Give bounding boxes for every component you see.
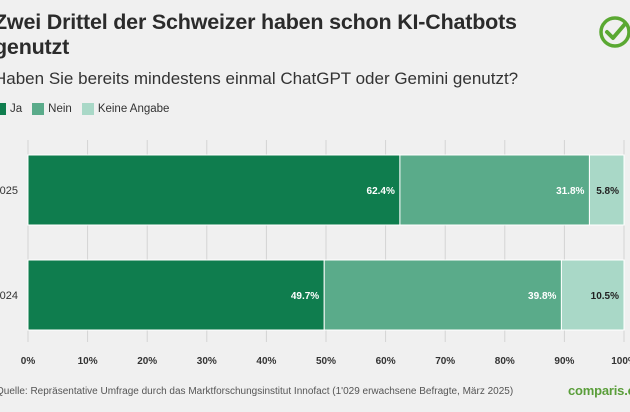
check-logo-icon xyxy=(599,16,630,48)
x-tick-label: 90% xyxy=(554,356,574,367)
data-label: 10.5% xyxy=(591,291,619,302)
x-tick-label: 50% xyxy=(316,356,336,367)
data-label: 31.8% xyxy=(556,186,584,197)
legend: Ja Nein Keine Angabe xyxy=(0,103,169,115)
category-label: 2024 xyxy=(0,290,18,302)
bar-segment xyxy=(588,154,625,226)
bar-segment xyxy=(399,154,590,226)
x-tick-label: 100% xyxy=(611,356,630,367)
x-tick-label: 30% xyxy=(197,356,217,367)
data-label: 62.4% xyxy=(367,186,395,197)
legend-swatch-nein xyxy=(32,103,45,115)
brand-logo: comparis.ch xyxy=(568,383,630,398)
source-note: Quelle: Repräsentative Umfrage durch das… xyxy=(0,386,514,397)
x-tick-label: 10% xyxy=(78,356,98,367)
x-tick-label: 20% xyxy=(137,356,157,367)
bar-segment xyxy=(560,259,625,331)
x-tick-label: 0% xyxy=(21,356,36,367)
legend-label-keine-angabe: Keine Angabe xyxy=(97,103,170,115)
chart-subtitle: Haben Sie bereits mindestens einmal Chat… xyxy=(0,69,519,88)
bar-segment xyxy=(27,154,401,226)
legend-swatch-ja xyxy=(0,103,6,115)
chart-title: Zwei Drittel der Schweizer haben schon K… xyxy=(0,10,517,59)
data-label: 5.8% xyxy=(596,186,619,197)
x-tick-label: 80% xyxy=(495,356,515,367)
bar-segment xyxy=(27,259,325,331)
legend-item-ja: Ja xyxy=(0,103,22,115)
legend-label-nein: Nein xyxy=(48,103,72,115)
legend-item-keine-angabe: Keine Angabe xyxy=(81,103,170,115)
bar-segment xyxy=(323,259,562,331)
legend-label-ja: Ja xyxy=(10,103,23,115)
data-label: 49.7% xyxy=(291,291,319,302)
category-label: 2025 xyxy=(0,185,18,197)
data-label: 39.8% xyxy=(528,291,556,302)
legend-item-nein: Nein xyxy=(32,103,72,115)
x-tick-label: 40% xyxy=(256,356,276,367)
x-tick-label: 60% xyxy=(376,356,396,367)
legend-swatch-keine-angabe xyxy=(81,103,94,115)
x-tick-label: 70% xyxy=(435,356,455,367)
